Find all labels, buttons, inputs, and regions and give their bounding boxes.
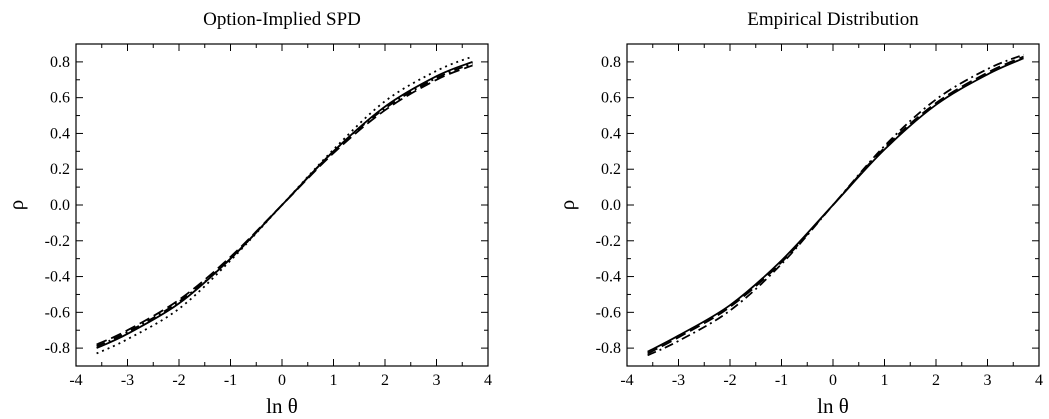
y-tick-label: -0.8 — [596, 340, 621, 357]
y-tick-label: 0.8 — [50, 54, 70, 71]
x-tick-label: -3 — [121, 372, 134, 389]
x-tick-label: 3 — [433, 372, 441, 389]
series-line-dash-dot — [96, 62, 473, 348]
x-tick-label: -2 — [723, 372, 736, 389]
x-tick-label: -1 — [224, 372, 237, 389]
x-tick-label: 0 — [278, 372, 286, 389]
y-axis-label: ρ — [555, 200, 579, 210]
x-tick-label: 2 — [381, 372, 389, 389]
y-tick-label: 0.6 — [50, 90, 70, 107]
y-tick-label: 0.4 — [601, 125, 621, 142]
x-tick-label: -4 — [620, 372, 633, 389]
series-line-dashed — [96, 64, 473, 346]
x-axis-label: ln θ — [817, 394, 849, 418]
x-tick-label: 3 — [984, 372, 992, 389]
x-tick-label: 0 — [829, 372, 837, 389]
y-tick-label: -0.8 — [45, 340, 70, 357]
x-tick-label: -1 — [775, 372, 788, 389]
y-tick-label: 0.0 — [50, 197, 70, 214]
x-tick-label: 2 — [932, 372, 940, 389]
y-tick-label: -0.6 — [45, 304, 70, 321]
chart-title: Empirical Distribution — [747, 9, 919, 30]
y-tick-label: 0.8 — [601, 54, 621, 71]
panel-empirical-distribution: Empirical Distribution -4 -3 -2 -1 0 1 2 3 4 -0.8 -… — [555, 9, 1043, 418]
x-tick-label: -4 — [69, 372, 82, 389]
chart-title: Option-Implied SPD — [203, 9, 361, 30]
panel-option-implied-spd: Option-Implied SPD -4 -3 -2 -1 0 1 2 3 4 -0.8 -0.6 -… — [4, 9, 492, 418]
y-tick-label: 0.0 — [601, 197, 621, 214]
y-axis-label: ρ — [4, 200, 28, 210]
y-tick-label: -0.4 — [596, 269, 621, 286]
y-tick-label: 0.2 — [50, 161, 70, 178]
series-line-dotted — [96, 55, 473, 355]
series-line-dashed — [647, 55, 1024, 355]
x-tick-label: 1 — [330, 372, 338, 389]
y-tick-label: 0.4 — [50, 125, 70, 142]
y-tick-label: 0.6 — [601, 90, 621, 107]
y-tick-label: -0.2 — [596, 233, 621, 250]
x-tick-label: -2 — [172, 372, 185, 389]
x-axis-label: ln θ — [266, 394, 298, 418]
y-tick-label: -0.4 — [45, 269, 70, 286]
x-tick-label: -3 — [672, 372, 685, 389]
series-line-solid — [96, 61, 473, 349]
series-line-dash-dot — [647, 53, 1024, 357]
x-tick-label: 4 — [1035, 372, 1043, 389]
y-tick-label: -0.2 — [45, 233, 70, 250]
y-tick-label: 0.2 — [601, 161, 621, 178]
x-tick-label: 1 — [881, 372, 889, 389]
x-tick-label: 4 — [484, 372, 492, 389]
y-tick-label: -0.6 — [596, 304, 621, 321]
series-line-solid — [647, 57, 1024, 353]
